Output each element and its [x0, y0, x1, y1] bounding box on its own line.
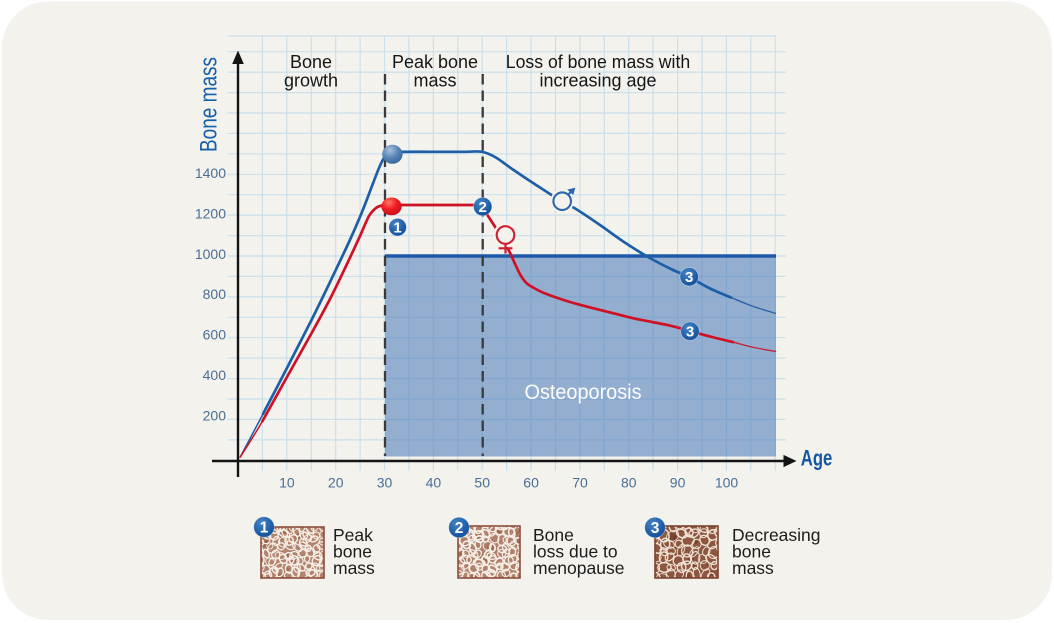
svg-text:Loss of bone mass with: Loss of bone mass with	[506, 52, 690, 72]
svg-text:3: 3	[686, 324, 694, 341]
svg-text:mass: mass	[333, 558, 375, 578]
svg-text:Decreasing: Decreasing	[732, 525, 821, 545]
svg-text:60: 60	[523, 475, 539, 491]
svg-text:20: 20	[328, 475, 344, 491]
svg-text:Peak: Peak	[333, 525, 373, 545]
svg-text:loss due to: loss due to	[533, 541, 618, 561]
svg-text:3: 3	[651, 520, 660, 537]
svg-text:2: 2	[455, 520, 464, 537]
svg-text:600: 600	[203, 327, 227, 343]
svg-text:Bone: Bone	[290, 52, 332, 72]
svg-text:1: 1	[260, 520, 269, 537]
svg-text:90: 90	[670, 475, 686, 491]
svg-text:Osteoporosis: Osteoporosis	[525, 380, 642, 404]
svg-text:1200: 1200	[195, 205, 226, 221]
svg-text:400: 400	[203, 367, 227, 383]
svg-text:80: 80	[621, 475, 637, 491]
svg-text:40: 40	[426, 475, 442, 491]
svg-text:Peak bone: Peak bone	[392, 52, 478, 72]
svg-text:growth: growth	[284, 70, 338, 90]
svg-text:bone: bone	[732, 541, 771, 561]
svg-text:2: 2	[479, 199, 487, 216]
svg-text:200: 200	[203, 407, 227, 423]
svg-text:Bone: Bone	[533, 525, 574, 545]
svg-text:50: 50	[474, 475, 490, 491]
svg-text:100: 100	[715, 475, 739, 491]
svg-text:70: 70	[572, 475, 588, 491]
svg-text:3: 3	[685, 269, 693, 286]
svg-text:1000: 1000	[195, 246, 226, 262]
svg-text:mass: mass	[732, 558, 774, 578]
svg-text:800: 800	[203, 286, 227, 302]
svg-text:1: 1	[393, 220, 401, 237]
svg-text:bone: bone	[333, 541, 372, 561]
svg-text:1400: 1400	[195, 165, 226, 181]
svg-text:10: 10	[279, 475, 295, 491]
svg-text:increasing age: increasing age	[539, 70, 656, 90]
svg-text:30: 30	[377, 475, 393, 491]
svg-text:Age: Age	[801, 446, 833, 471]
svg-text:menopause: menopause	[533, 558, 624, 578]
svg-text:mass: mass	[413, 70, 456, 90]
svg-text:Bone mass: Bone mass	[196, 57, 223, 152]
